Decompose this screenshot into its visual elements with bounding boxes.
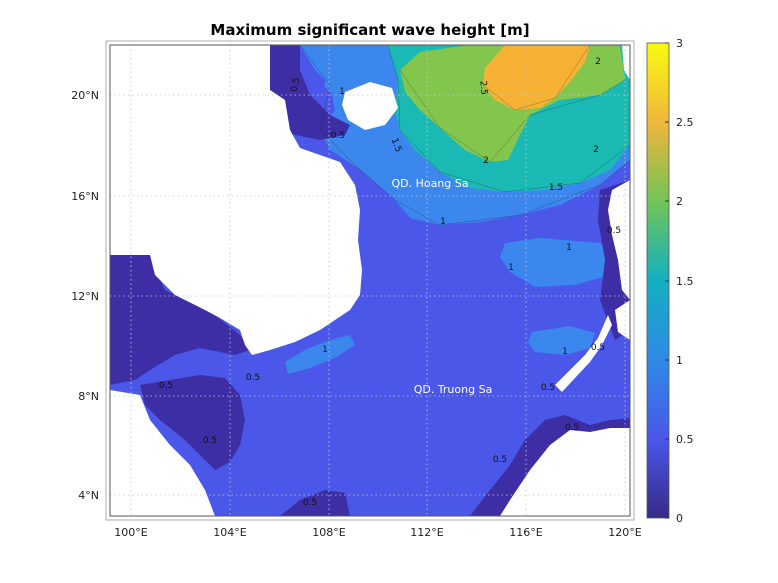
colorbar-tick-3: 3: [676, 37, 683, 50]
colorbar-tick-0_5: 0.5: [676, 433, 694, 446]
lon-tick-112: 112°E: [410, 526, 443, 539]
contour-label-0_5-west: 0.5: [159, 381, 173, 391]
colorbar-ticks: 0 0.5 1 1.5 2 2.5 3: [665, 37, 694, 525]
wave-band-0-malay: [140, 375, 245, 470]
contour-label-2: 2: [483, 156, 489, 166]
wave-band-1m-gulf-blob: [324, 66, 360, 96]
colorbar-tick-2: 2: [676, 195, 683, 208]
contour-label-1-south: 1: [322, 345, 328, 355]
map-frame: [109, 44, 631, 517]
lon-tick-120: 120°E: [608, 526, 641, 539]
contour-label-2-ne: 2: [595, 57, 601, 67]
land-borneo: [500, 428, 630, 516]
lon-tick-116: 116°E: [509, 526, 542, 539]
land-malay-peninsula: [110, 390, 215, 516]
contour-label-0_5-phil: 0.5: [607, 226, 621, 236]
lat-tick-8: 8°N: [78, 390, 99, 403]
lat-tick-16: 16°N: [71, 190, 99, 203]
lat-tick-labels: 4°N 8°N 12°N 16°N 20°N: [71, 89, 99, 502]
contour-label-0_5-palawan: 0.5: [541, 383, 555, 393]
lon-tick-108: 108°E: [312, 526, 345, 539]
colorbar-tick-1: 1: [676, 354, 683, 367]
contour-label-1-central: 1: [440, 217, 446, 227]
land-mainland: [110, 45, 362, 355]
contour-label-0_5: 0.5: [331, 131, 345, 141]
chart-title: Maximum significant wave height [m]: [210, 21, 529, 39]
wave-band-1m-south-blob: [528, 326, 595, 355]
contour-label-0_5-gulf: 0.5: [290, 77, 302, 93]
wave-band-0-gulf: [270, 45, 350, 140]
land-palawan: [555, 315, 612, 392]
lon-tick-100: 100°E: [114, 526, 147, 539]
land-philippines-south: [615, 300, 630, 340]
contour-label-0_5-south: 0.5: [493, 455, 507, 465]
contour-label-2-east: 2: [593, 145, 599, 155]
colorbar-tick-2_5: 2.5: [676, 116, 694, 129]
contour-label-1_5-east: 1.5: [549, 183, 563, 193]
lat-tick-4: 4°N: [78, 489, 99, 502]
contour-label-1-east: 1: [566, 243, 572, 253]
wave-band-0-gulf-thailand: [110, 255, 250, 385]
contour-labels: 1 0.5 1.5 2 2.5 1.5 2 2 1 1 1 1 1 0.5 0.…: [159, 57, 621, 508]
land-taiwan-corner: [622, 45, 630, 80]
lon-tick-104: 104°E: [213, 526, 246, 539]
contour-label-1-east2: 1: [508, 263, 514, 273]
wave-band-1m-east-blob: [500, 238, 622, 287]
contour-label-1_5: 1.5: [389, 137, 403, 154]
lat-tick-20: 20°N: [71, 89, 99, 102]
lon-tick-labels: 100°E 104°E 108°E 112°E 116°E 120°E: [114, 526, 641, 539]
contour-label-1: 1: [339, 87, 345, 97]
contour-label-0_5-sw: 0.5: [303, 498, 317, 508]
contour-label-1-south2: 1: [562, 347, 568, 357]
contour-label-0_5-malay: 0.5: [203, 436, 217, 446]
wave-band-2_5m: [483, 45, 590, 110]
wave-band-2m-island: [585, 125, 625, 152]
contour-label-0_5-coast: 0.5: [246, 373, 260, 383]
contour-label-0_5-phil2: 0.5: [591, 343, 605, 353]
label-truong-sa: QD. Truong Sa: [414, 383, 493, 396]
wave-band-1m-coast-blob: [285, 335, 355, 374]
land-philippines: [608, 180, 630, 300]
graticule: [110, 45, 630, 516]
land-hainan: [342, 82, 398, 130]
contour-label-2_5: 2.5: [477, 80, 488, 95]
colorbar-tick-1_5: 1.5: [676, 275, 694, 288]
contour-label-0_5-borneo: 0.5: [565, 423, 579, 433]
lat-tick-12: 12°N: [71, 290, 99, 303]
colorbar-tick-0: 0: [676, 512, 683, 525]
label-hoang-sa: QD. Hoang Sa: [391, 177, 468, 190]
wave-height-map: [110, 45, 630, 516]
wave-band-0-south: [280, 490, 350, 516]
